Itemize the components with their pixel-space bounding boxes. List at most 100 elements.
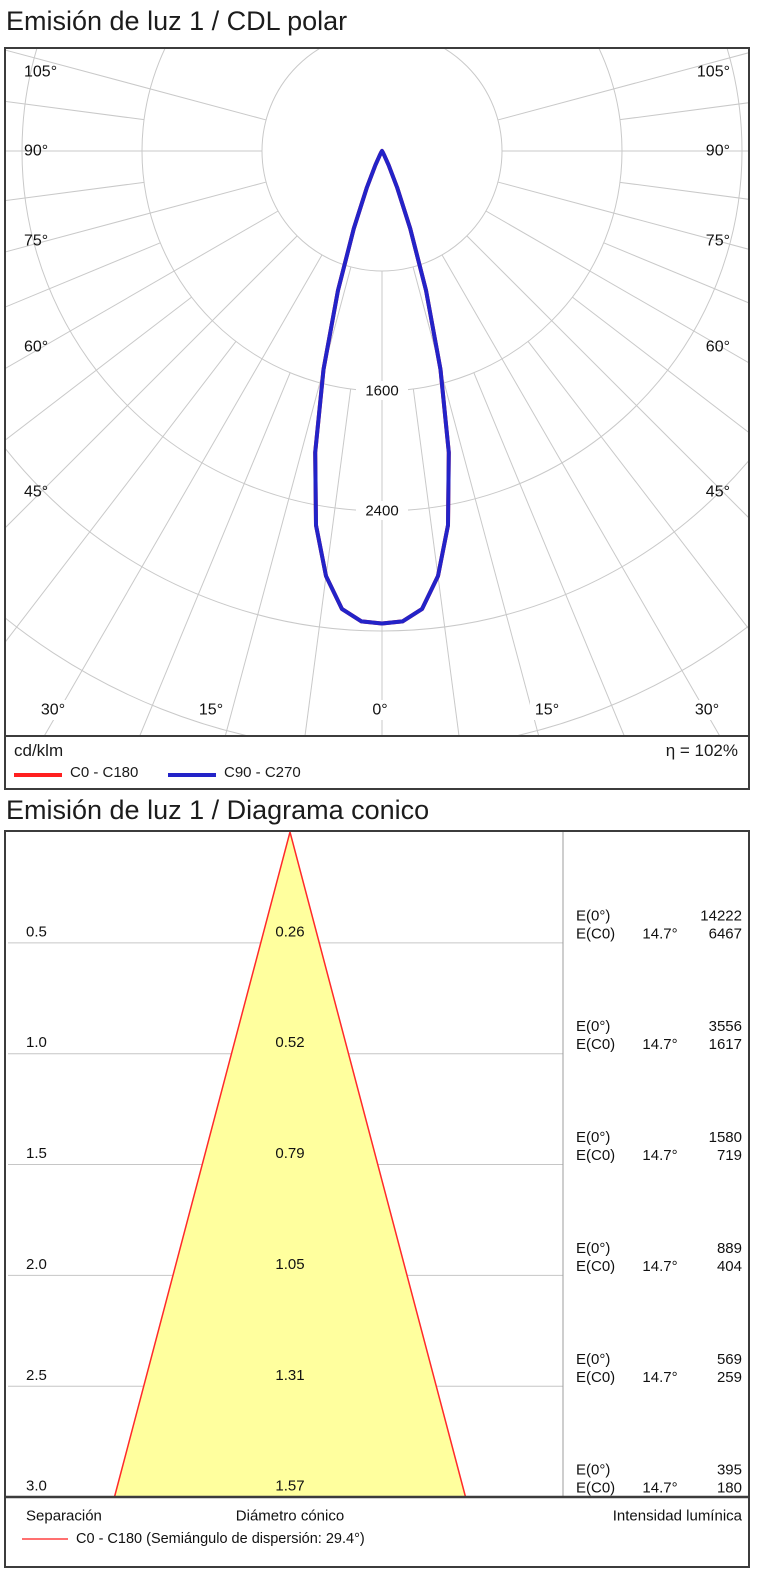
polar-angle-label-left: 45° xyxy=(24,484,48,501)
polar-angle-label-bottom: 30° xyxy=(41,702,65,719)
polar-grid-radial xyxy=(527,341,748,629)
ring-label-backing xyxy=(356,381,408,400)
polar-grid-radial xyxy=(603,242,748,304)
polar-grid-radial xyxy=(6,181,267,253)
polar-angle-label-bottom: 15° xyxy=(535,702,559,719)
cone-legend-label: C0 - C180 (Semiángulo de dispersión: 29.… xyxy=(76,1531,365,1547)
e0-label: E(0°) xyxy=(576,907,610,924)
ec0-angle-value: 14.7° xyxy=(642,1036,677,1053)
ec0-label: E(C0) xyxy=(576,1258,615,1275)
polar-angle-label-right: 90° xyxy=(706,143,730,160)
e0-label: E(0°) xyxy=(576,1018,610,1035)
footer-label-diametro-conico: Diámetro cónico xyxy=(236,1508,344,1525)
e0-value: 1580 xyxy=(709,1129,742,1146)
light-cone-shape xyxy=(114,832,466,1497)
polar-diagram-chart: 1600 2400 105° 105° 90° 90° 75° 75° 60° 60° 45° 45°… xyxy=(6,49,748,735)
polar-grid-radial xyxy=(225,266,352,735)
footer-label-intensidad-luminica: Intensidad lumínica xyxy=(613,1508,743,1525)
polar-grid-radial xyxy=(619,102,748,121)
ec0-value: 259 xyxy=(717,1369,742,1386)
legend-label-c90-c270: C90 - C270 xyxy=(224,764,301,781)
bottom-label-backing xyxy=(363,700,397,720)
ec0-angle-value: 14.7° xyxy=(642,1480,677,1497)
polar-angle-label-bottom: 15° xyxy=(199,702,223,719)
polar-grid-radial xyxy=(6,341,237,642)
polar-grid-radial xyxy=(6,296,192,441)
polar-grid-radial xyxy=(6,100,145,121)
cone-diameter-value: 0.79 xyxy=(275,1145,304,1162)
light-cone-edge xyxy=(113,832,467,1498)
ec0-label: E(C0) xyxy=(576,1480,615,1497)
polar-angle-label-left: 105° xyxy=(24,64,57,81)
polar-grid-circle xyxy=(6,448,748,632)
cone-separation-value: 2.0 xyxy=(26,1256,47,1273)
cone-diameter-value: 1.57 xyxy=(275,1478,304,1495)
footer-label-separacion: Separación xyxy=(26,1508,102,1525)
ec0-angle-value: 14.7° xyxy=(642,925,677,942)
polar-grid-radial xyxy=(6,242,161,308)
ec0-label: E(C0) xyxy=(576,925,615,942)
e0-label: E(0°) xyxy=(576,1129,610,1146)
ec0-value: 180 xyxy=(717,1480,742,1497)
polar-angle-label-bottom: 30° xyxy=(695,702,719,719)
ec0-value: 719 xyxy=(717,1147,742,1164)
e0-value: 14222 xyxy=(700,907,742,924)
cone-diagram-title: Emisión de luz 1 / Diagrama conico xyxy=(6,795,430,825)
polar-curve-c90-c270 xyxy=(313,149,451,626)
ec0-value: 404 xyxy=(717,1258,742,1275)
polar-angle-label-left: 90° xyxy=(24,143,48,160)
e0-label: E(0°) xyxy=(576,1351,610,1368)
cone-diameter-value: 0.26 xyxy=(275,923,304,940)
ec0-value: 6467 xyxy=(709,925,742,942)
cone-diameter-value: 1.31 xyxy=(275,1367,304,1384)
bottom-label-backing xyxy=(194,700,228,720)
polar-grid-radial xyxy=(139,372,291,735)
legend-label-c0-c180: C0 - C180 xyxy=(70,764,139,781)
cone-diameter-value: 0.52 xyxy=(275,1034,304,1051)
polar-grid-radial xyxy=(497,181,748,250)
bottom-label-backing xyxy=(690,700,724,720)
e0-value: 395 xyxy=(717,1462,742,1479)
polar-grid-radial xyxy=(441,254,720,735)
polar-grid-radial xyxy=(497,52,748,121)
cone-separation-value: 2.5 xyxy=(26,1367,47,1384)
polar-grid-radial xyxy=(473,372,625,735)
polar-angle-label-right: 45° xyxy=(706,484,730,501)
polar-angle-label-left: 75° xyxy=(24,233,48,250)
ec0-angle-value: 14.7° xyxy=(642,1369,677,1386)
cone-diameter-value: 1.05 xyxy=(275,1256,304,1273)
polar-grid-radial xyxy=(6,49,267,121)
polar-angle-label-right: 75° xyxy=(706,233,730,250)
light-output-ratio-label: η = 102% xyxy=(665,741,738,760)
polar-grid-circle xyxy=(261,49,503,272)
e0-value: 3556 xyxy=(709,1018,742,1035)
legend-swatch-c0-c180 xyxy=(14,773,62,777)
ec0-label: E(C0) xyxy=(576,1369,615,1386)
cone-separation-value: 1.5 xyxy=(26,1145,47,1162)
polar-ring-label: 2400 xyxy=(365,503,398,520)
polar-unit-label: cd/klm xyxy=(14,741,64,760)
cone-separation-value: 1.0 xyxy=(26,1034,47,1051)
cone-diagram-chart: 0.5 0.26 E(0°) 14222 E(C0) 14.7° 6467 1.0 0.52 E(… xyxy=(6,832,748,1547)
polar-grid-radial xyxy=(44,254,323,735)
polar-grid-radial xyxy=(412,388,460,735)
ec0-label: E(C0) xyxy=(576,1036,615,1053)
polar-diagram-panel: 1600 2400 105° 105° 90° 90° 75° 75° 60° 60° 45° 45°… xyxy=(4,47,750,737)
polar-grid-radial xyxy=(6,210,279,369)
e0-value: 889 xyxy=(717,1240,742,1257)
polar-legend-panel: cd/klm η = 102% C0 - C180 C90 - C270 xyxy=(4,737,750,790)
polar-grid-radial xyxy=(466,235,748,518)
polar-angle-label-bottom: 0° xyxy=(372,702,387,719)
ring-label-backing xyxy=(356,501,408,520)
ec0-label: E(C0) xyxy=(576,1147,615,1164)
polar-grid-radial xyxy=(485,210,748,363)
polar-grid-radial xyxy=(304,388,352,735)
polar-grid-group xyxy=(6,49,748,735)
polar-grid-radial xyxy=(412,266,539,735)
e0-label: E(0°) xyxy=(576,1462,610,1479)
polar-angle-label-left: 60° xyxy=(24,339,48,356)
polar-angle-label-right: 105° xyxy=(697,64,730,81)
polar-ring-label: 1600 xyxy=(365,383,398,400)
polar-diagram-title: Emisión de luz 1 / CDL polar xyxy=(6,6,348,36)
